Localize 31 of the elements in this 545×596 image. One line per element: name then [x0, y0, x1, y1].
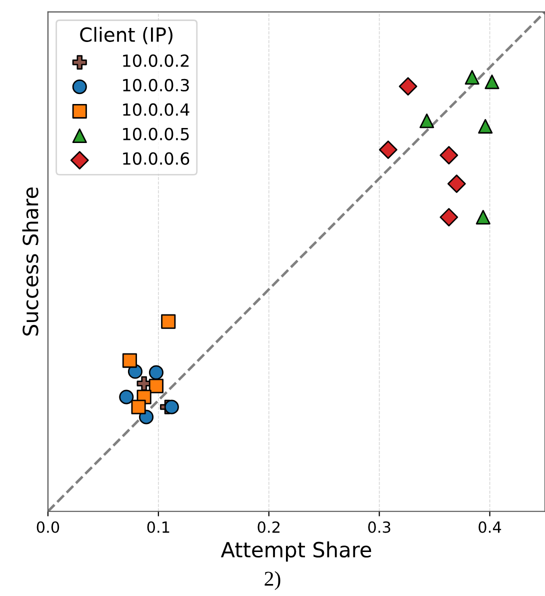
- legend-label: 10.0.0.5: [123, 128, 189, 140]
- x-tick-label: 0.1: [147, 521, 170, 533]
- legend-label: 10.0.0.4: [123, 103, 190, 116]
- point: [119, 390, 134, 404]
- point: [478, 119, 493, 134]
- point: [476, 210, 490, 224]
- point: [131, 400, 146, 414]
- legend-label: 10.0.0.2: [123, 54, 189, 67]
- y-axis-title: Success Share: [22, 187, 38, 336]
- point: [164, 400, 179, 414]
- x-tick-label: 0.4: [478, 521, 502, 533]
- point: [440, 208, 458, 226]
- point: [148, 378, 164, 394]
- x-tick-label: 0.2: [258, 521, 280, 533]
- point: [420, 114, 434, 128]
- x-tick-label: 0.3: [368, 521, 390, 533]
- point: [161, 314, 176, 329]
- x-axis-title: Attempt Share: [220, 541, 372, 562]
- point: [447, 174, 466, 193]
- point: [464, 70, 480, 85]
- point: [378, 140, 398, 159]
- legend-label: 10.0.0.6: [123, 152, 190, 165]
- point: [148, 365, 164, 380]
- x-tick-label: 0.0: [36, 521, 60, 533]
- point: [398, 77, 418, 96]
- point: [484, 74, 500, 90]
- point: [440, 146, 458, 164]
- text: 2): [264, 571, 280, 590]
- point: [122, 353, 137, 368]
- legend-label: 10.0.0.3: [123, 78, 189, 92]
- legend-title: Client (IP): [80, 26, 172, 44]
